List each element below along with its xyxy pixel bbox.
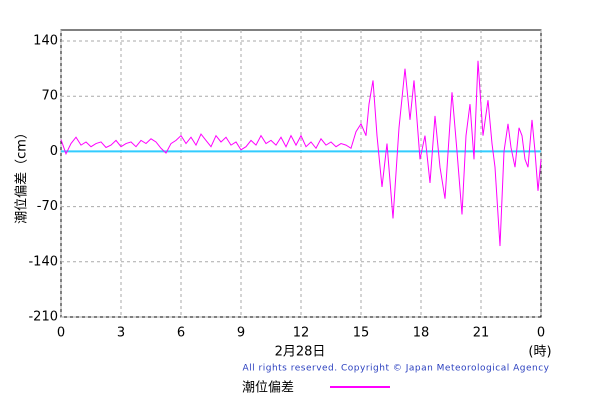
y-tick-label: -70 xyxy=(37,199,58,214)
x-tick-label: 12 xyxy=(293,326,310,341)
data-line xyxy=(60,60,542,247)
y-tick-label: -140 xyxy=(28,254,58,269)
y-tick-label: 70 xyxy=(41,89,58,104)
date-label: 2月28日 xyxy=(275,345,326,360)
y-tick-label: 0 xyxy=(50,144,58,159)
x-tick-label: 21 xyxy=(473,326,490,341)
x-tick-label: 15 xyxy=(353,326,370,341)
x-tick-label: 18 xyxy=(413,326,430,341)
x-tick-label: 3 xyxy=(117,326,125,341)
x-tick-label: 0 xyxy=(537,326,545,341)
y-axis-label: 潮位偏差（cm） xyxy=(15,126,30,224)
x-axis-label: (時) xyxy=(528,345,551,360)
copyright: All rights reserved. Copyright © Japan M… xyxy=(243,364,550,374)
y-tick-label: -210 xyxy=(28,310,58,325)
x-tick-label: 9 xyxy=(237,326,245,341)
legend-label: 潮位偏差 xyxy=(242,381,294,396)
x-tick-label: 6 xyxy=(177,326,185,341)
x-tick-label: 0 xyxy=(57,326,65,341)
y-tick-label: 140 xyxy=(33,34,58,49)
